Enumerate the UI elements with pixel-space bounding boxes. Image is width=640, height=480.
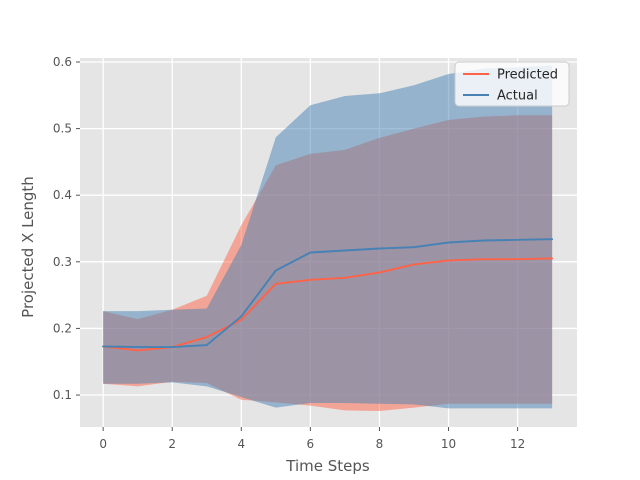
- legend-label-predicted: Predicted: [497, 68, 558, 83]
- y-tick-label: 0.5: [53, 122, 72, 136]
- y-tick-label: 0.3: [53, 255, 72, 269]
- x-tick-label: 2: [168, 437, 176, 451]
- x-tick-label: 6: [307, 437, 315, 451]
- x-tick-label: 12: [510, 437, 525, 451]
- y-axis-label: Projected X Length: [19, 176, 37, 318]
- plot-layer: 0 2 4 6 8 10 12 0.1 0.2 0.3 0.4 0.5 0.6: [53, 55, 577, 451]
- y-tick-label: 0.6: [53, 55, 72, 69]
- actual-line: [102, 238, 554, 349]
- actual-band: [103, 65, 553, 409]
- x-tick-label: 0: [99, 437, 107, 451]
- x-tick-label: 8: [376, 437, 384, 451]
- x-axis-label: Time Steps: [285, 457, 370, 475]
- y-tick-label: 0.1: [53, 388, 72, 402]
- y-tick-label: 0.4: [53, 188, 72, 202]
- x-tick-label: 4: [237, 437, 245, 451]
- legend: Predicted Actual: [454, 61, 570, 107]
- x-tick-label: 10: [441, 437, 456, 451]
- predicted-line: [102, 257, 554, 352]
- y-tick-label: 0.2: [53, 321, 72, 335]
- legend-label-actual: Actual: [497, 89, 538, 104]
